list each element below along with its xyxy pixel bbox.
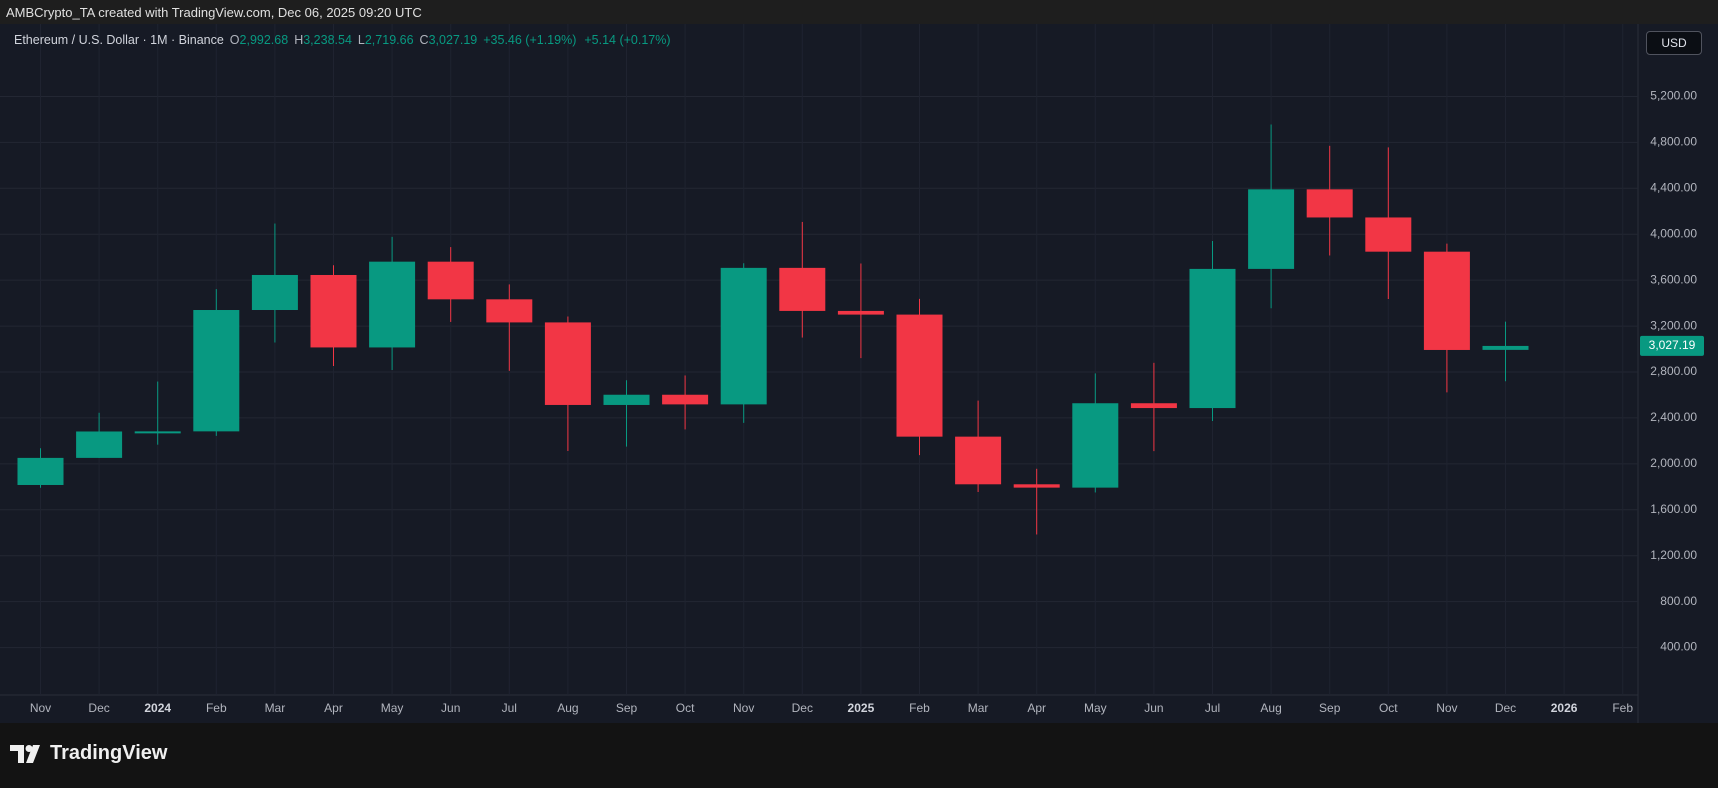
candle-body — [1013, 484, 1060, 488]
ohlc-key: C — [419, 33, 429, 47]
y-tick-label: 2,800.00 — [1650, 364, 1697, 378]
candle-body — [369, 261, 416, 348]
x-tick-label: May — [381, 701, 404, 715]
candle-body — [837, 310, 884, 315]
y-tick-label: 2,000.00 — [1650, 456, 1697, 470]
candle-body — [1306, 189, 1353, 218]
y-tick-label: 3,600.00 — [1650, 272, 1697, 286]
candle-body — [720, 267, 767, 405]
y-tick-label: 4,000.00 — [1650, 226, 1697, 240]
candle-body — [662, 394, 709, 405]
symbol-title: Ethereum / U.S. Dollar · 1M · Binance — [14, 33, 224, 47]
x-tick-label: 2026 — [1551, 701, 1578, 715]
x-tick-label: Jun — [441, 701, 460, 715]
x-tick-label: Sep — [616, 701, 638, 715]
candle-body — [251, 274, 298, 311]
ohlc-value: 2,719.66 — [364, 33, 414, 47]
x-tick-label: Nov — [1436, 701, 1457, 715]
candle-body — [1072, 403, 1119, 488]
x-tick-label: Oct — [676, 701, 695, 715]
x-tick-label: Nov — [30, 701, 51, 715]
currency-button[interactable]: USD — [1646, 31, 1702, 55]
candle-body — [1248, 189, 1295, 269]
x-tick-label: Apr — [324, 701, 343, 715]
y-tick-label: 1,600.00 — [1650, 502, 1697, 516]
candle-body — [955, 436, 1002, 485]
change-extended: +5.14 (+0.17%) — [584, 33, 671, 47]
y-tick-label: 800.00 — [1660, 594, 1697, 608]
candle-body — [486, 299, 533, 323]
chart-panel — [0, 24, 1718, 723]
x-tick-label: Mar — [265, 701, 286, 715]
candle-body — [17, 457, 64, 485]
candle-body — [427, 261, 474, 300]
candle-body — [544, 322, 591, 405]
candle-body — [1365, 217, 1412, 252]
x-tick-label: Oct — [1379, 701, 1398, 715]
y-tick-label: 1,200.00 — [1650, 548, 1697, 562]
x-tick-label: May — [1084, 701, 1107, 715]
y-tick-label: 4,400.00 — [1650, 180, 1697, 194]
attribution: AMBCrypto_TA created with TradingView.co… — [6, 5, 422, 20]
x-tick-label: Dec — [792, 701, 813, 715]
candle-body — [896, 314, 943, 437]
candle-body — [1482, 345, 1529, 350]
x-tick-label: Feb — [1612, 701, 1633, 715]
candle-body — [76, 431, 123, 458]
candles — [17, 124, 1529, 535]
candle-body — [134, 431, 181, 434]
x-tick-label: Nov — [733, 701, 754, 715]
ohlc-key: L — [357, 33, 365, 47]
logo-icon — [10, 744, 40, 763]
ohlc-key: H — [294, 33, 304, 47]
ohlc-value: 3,027.19 — [428, 33, 478, 47]
candle-body — [1423, 251, 1470, 350]
x-tick-label: Feb — [206, 701, 227, 715]
ohlc-key: O — [229, 33, 240, 47]
candle-body — [193, 310, 240, 432]
y-tick-label: 5,200.00 — [1650, 89, 1697, 103]
ohlc-value: 3,238.54 — [303, 33, 352, 47]
footer — [0, 723, 1718, 788]
x-tick-label: Apr — [1027, 701, 1046, 715]
change: +35.46 (+1.19%) — [483, 33, 577, 47]
y-tick-label: 2,400.00 — [1650, 410, 1697, 424]
x-tick-label: 2025 — [848, 701, 875, 715]
candle-body — [1189, 268, 1236, 409]
candle-body — [310, 274, 357, 348]
x-tick-label: Sep — [1319, 701, 1341, 715]
x-tick-label: Jul — [502, 701, 517, 715]
logo-text: TradingView — [50, 742, 168, 764]
symbol-legend: Ethereum / U.S. Dollar · 1M · Binance O 2,… — [14, 33, 679, 47]
y-tick-label: 400.00 — [1660, 640, 1697, 654]
candle-body — [779, 267, 826, 311]
x-tick-label: Jun — [1144, 701, 1163, 715]
x-tick-label: Aug — [557, 701, 578, 715]
candle-body — [1130, 403, 1177, 409]
x-tick-label: Dec — [88, 701, 109, 715]
logo: TradingView — [10, 742, 167, 765]
x-tick-label: Mar — [968, 701, 989, 715]
last-price-tag — [1640, 335, 1704, 356]
candle-body — [603, 394, 650, 405]
x-tick-label: Jul — [1205, 701, 1220, 715]
y-tick-label: 4,800.00 — [1650, 135, 1697, 149]
y-tick-label: 3,200.00 — [1650, 318, 1697, 332]
x-tick-label: Feb — [909, 701, 930, 715]
last-price-label: 3,027.19 — [1649, 338, 1696, 352]
x-tick-label: 2024 — [144, 701, 171, 715]
ohlc-value: 2,992.68 — [239, 33, 289, 47]
x-tick-label: Aug — [1260, 701, 1281, 715]
x-tick-label: Dec — [1495, 701, 1516, 715]
